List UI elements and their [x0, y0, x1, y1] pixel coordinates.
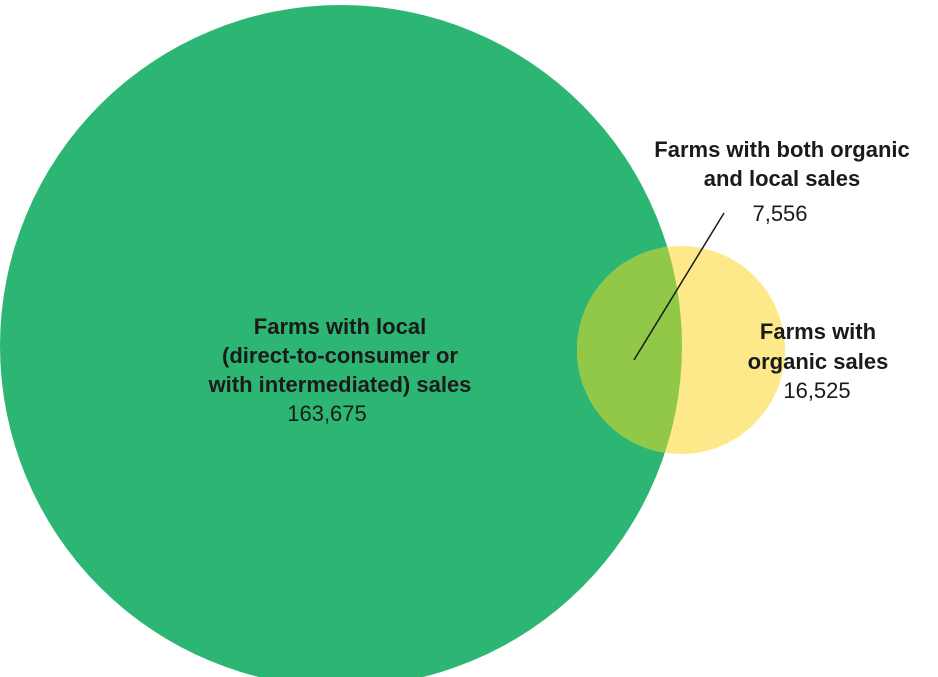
organic-sales-title-line-2: organic sales — [748, 349, 889, 374]
organic-sales-title-line-1: Farms with — [760, 319, 876, 344]
organic-sales-value: 16,525 — [783, 378, 850, 403]
both-sales-title-line-1: Farms with both organic — [654, 137, 909, 162]
both-sales-title-line-2: and local sales — [704, 166, 861, 191]
local-sales-title-line-3: with intermediated) sales — [208, 372, 472, 397]
local-sales-title-line-1: Farms with local — [254, 314, 426, 339]
local-sales-circle — [0, 5, 682, 677]
local-sales-title-line-2: (direct-to-consumer or — [222, 343, 458, 368]
local-sales-value: 163,675 — [287, 401, 367, 426]
overlap-leader-line — [633, 212, 725, 361]
overlap-region — [577, 246, 682, 454]
both-sales-value: 7,556 — [752, 201, 807, 226]
